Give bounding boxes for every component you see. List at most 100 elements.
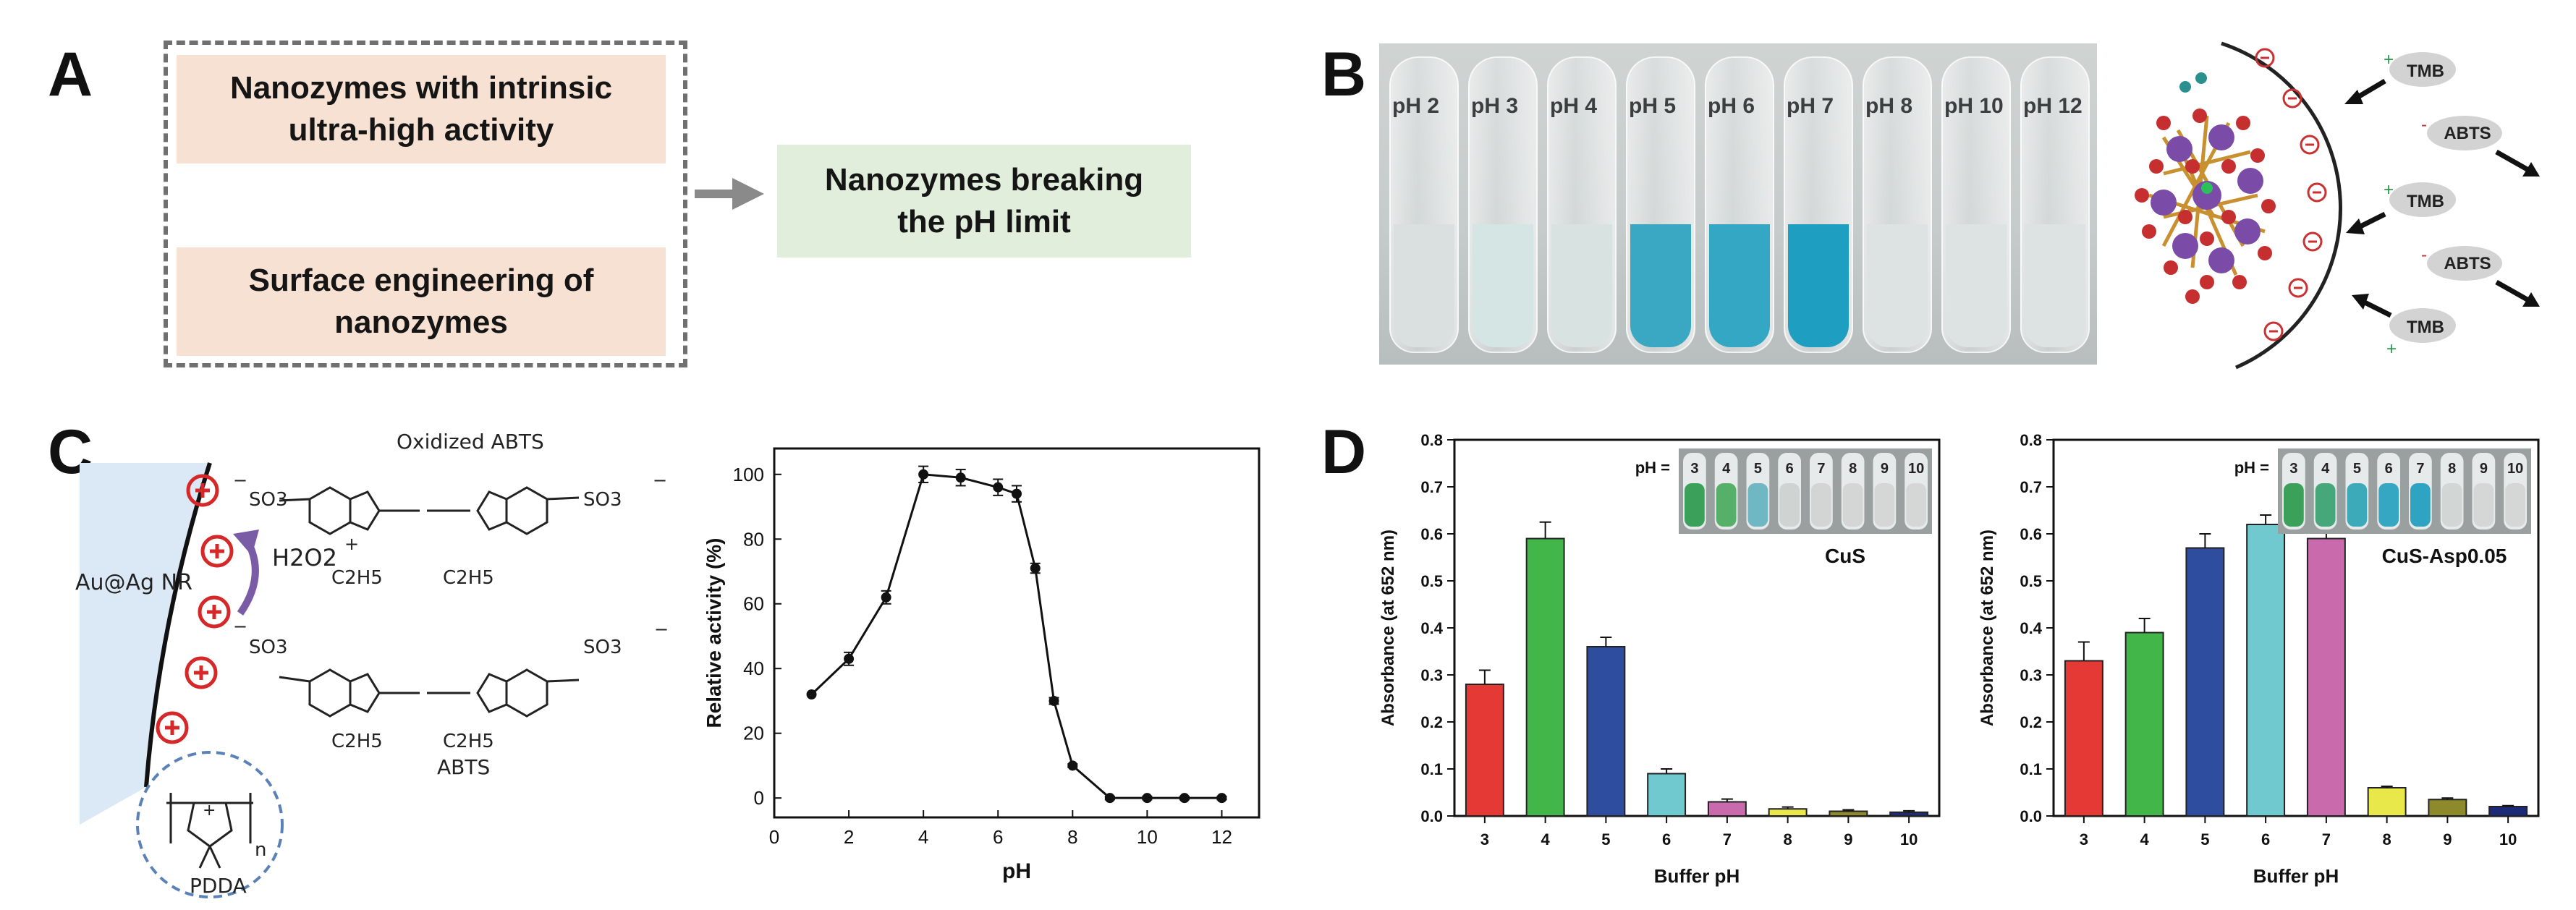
inset-tube-solution [2473, 483, 2494, 527]
concept-card-intrinsic-activity: Nanozymes with intrinsic ultra-high acti… [177, 55, 666, 163]
bar [2428, 799, 2467, 817]
bar [1889, 811, 1929, 817]
y-tick-label: 0.5 [2020, 572, 2042, 590]
inset-tube-label: 10 [2507, 461, 2523, 477]
x-tick-label: 6 [2261, 830, 2270, 849]
y-tick-label: 0.2 [2020, 713, 2042, 731]
inset-tube-label: 5 [2353, 461, 2361, 477]
plot-frame [773, 447, 1261, 819]
negative-charges [2255, 48, 2327, 341]
y-tick-label: 0.8 [2020, 431, 2042, 449]
tube-label: pH 4 [1550, 94, 1598, 118]
oxidant-label: H2O2 [272, 544, 337, 571]
tube-label: pH 12 [2023, 94, 2083, 118]
x-axis-title: pH [1002, 859, 1031, 883]
inset-tube-label: 7 [2416, 461, 2424, 477]
inset-tube-solution [1874, 483, 1895, 527]
svg-text:TMB: TMB [2407, 318, 2444, 337]
chart-title: CuS-Asp0.05 [2382, 545, 2507, 567]
inset-tube-solution [2315, 483, 2336, 527]
inset-tube-label: 8 [2448, 461, 2456, 477]
tube-label: pH 8 [1865, 94, 1913, 118]
nanorod-surface [80, 463, 210, 825]
inset-tube-label: 4 [2321, 461, 2330, 477]
pdda-structure [166, 793, 253, 869]
svg-text:-: - [2421, 245, 2427, 265]
x-tick-label: 8 [1784, 830, 1792, 849]
y-tick-label: 40 [743, 658, 764, 679]
charge-plus-oxidized: + [344, 534, 360, 554]
inset-tube-solution [1779, 483, 1800, 527]
x-tick-label: 12 [1211, 826, 1232, 848]
svg-text:+: + [2384, 180, 2394, 200]
bar [2367, 787, 2407, 817]
nanozyme-schematic: TMB + ABTS - TMB + ABTS - TMB + [2135, 41, 2540, 370]
bar [1829, 810, 1868, 817]
bar [1768, 808, 1808, 817]
y-tick-label: 0.4 [1420, 619, 1443, 637]
inset-tube-label: 9 [2480, 461, 2488, 477]
data-point [844, 653, 855, 664]
tube-solution [2025, 224, 2085, 347]
y-tick-label: 0.0 [1420, 807, 1443, 825]
x-tick-label: 3 [2080, 830, 2088, 849]
y-tick-label: 0.7 [1420, 478, 1443, 496]
data-point [918, 469, 929, 480]
y-tick-label: 0.1 [1420, 760, 1443, 778]
tube-solution [1709, 224, 1770, 347]
relative-activity-chart: 0 2 4 6 8 10 12 0 20 40 60 80 100 pH Relative activity… [703, 447, 1261, 883]
tube-solution [1473, 224, 1533, 347]
data-point [1179, 793, 1190, 804]
inset-tube-solution [1716, 483, 1737, 527]
inset-tube-solution [2441, 483, 2462, 527]
bar [1525, 537, 1565, 817]
panel-label-d: D [1321, 417, 1367, 487]
panel-label-b: B [1321, 40, 1367, 109]
bar [1465, 684, 1504, 817]
bar [2185, 547, 2225, 817]
cus-absorbance-chart: 0.0 0.1 0.2 0.3 0.4 0.5 0.6 0.7 0.8 3 4 5 6 7 8 9 10 Buff… [1378, 431, 1941, 887]
svg-text:-: - [2421, 115, 2427, 135]
oxidized-abts-label: Oxidized ABTS [397, 430, 544, 454]
test-tube [2020, 56, 2090, 353]
test-tube [1863, 56, 1932, 353]
chart-title: CuS [1825, 545, 1865, 567]
substrate-tmb-2: TMB + [2346, 180, 2456, 234]
charge-plus-pdda: + [203, 801, 216, 820]
positive-charges [156, 474, 234, 744]
y-tick-label: 100 [733, 464, 764, 485]
data-point [1030, 563, 1041, 574]
x-tick-label: 10 [2499, 830, 2517, 849]
ethyl-bottom-right: C2H5 [443, 731, 494, 752]
y-axis-title: Absorbance (at 652 nm) [1378, 530, 1398, 726]
tube-solution [1788, 224, 1849, 347]
y-tick-label: 60 [743, 593, 764, 615]
charge-minus-top-right: − [653, 470, 668, 490]
tube-solution [1551, 224, 1612, 347]
inset-tube-solution [1906, 483, 1926, 527]
abts-oxidation-schematic [80, 462, 580, 898]
pdda-label: PDDA [190, 874, 247, 898]
x-axis-title: Buffer pH [2253, 865, 2339, 887]
tube-label: pH 7 [1787, 94, 1834, 118]
bar [1647, 773, 1687, 817]
charge-minus-bottom-right: − [654, 619, 669, 639]
tube-label: pH 5 [1629, 94, 1677, 118]
inset-tube-label: 10 [1908, 461, 1924, 477]
tube-label: pH 2 [1392, 94, 1440, 118]
data-point [1104, 793, 1115, 804]
svg-text:+: + [2384, 50, 2394, 69]
data-point [1048, 695, 1059, 706]
inset-tube-label: 7 [1817, 461, 1825, 477]
svg-text:TMB: TMB [2407, 192, 2444, 211]
ethyl-top-left: C2H5 [331, 567, 383, 589]
data-point [1067, 760, 1078, 771]
y-tick-label: 0.2 [1420, 713, 1443, 731]
inset-tube-solution [1811, 483, 1831, 527]
surface-arc [2221, 41, 2342, 370]
y-tick-label: 0.4 [2020, 619, 2042, 637]
cluster-structure [2135, 72, 2276, 304]
test-tube [1941, 56, 2011, 353]
inset-tube-label: 6 [1786, 461, 1794, 477]
arrow-right-icon [695, 178, 764, 210]
